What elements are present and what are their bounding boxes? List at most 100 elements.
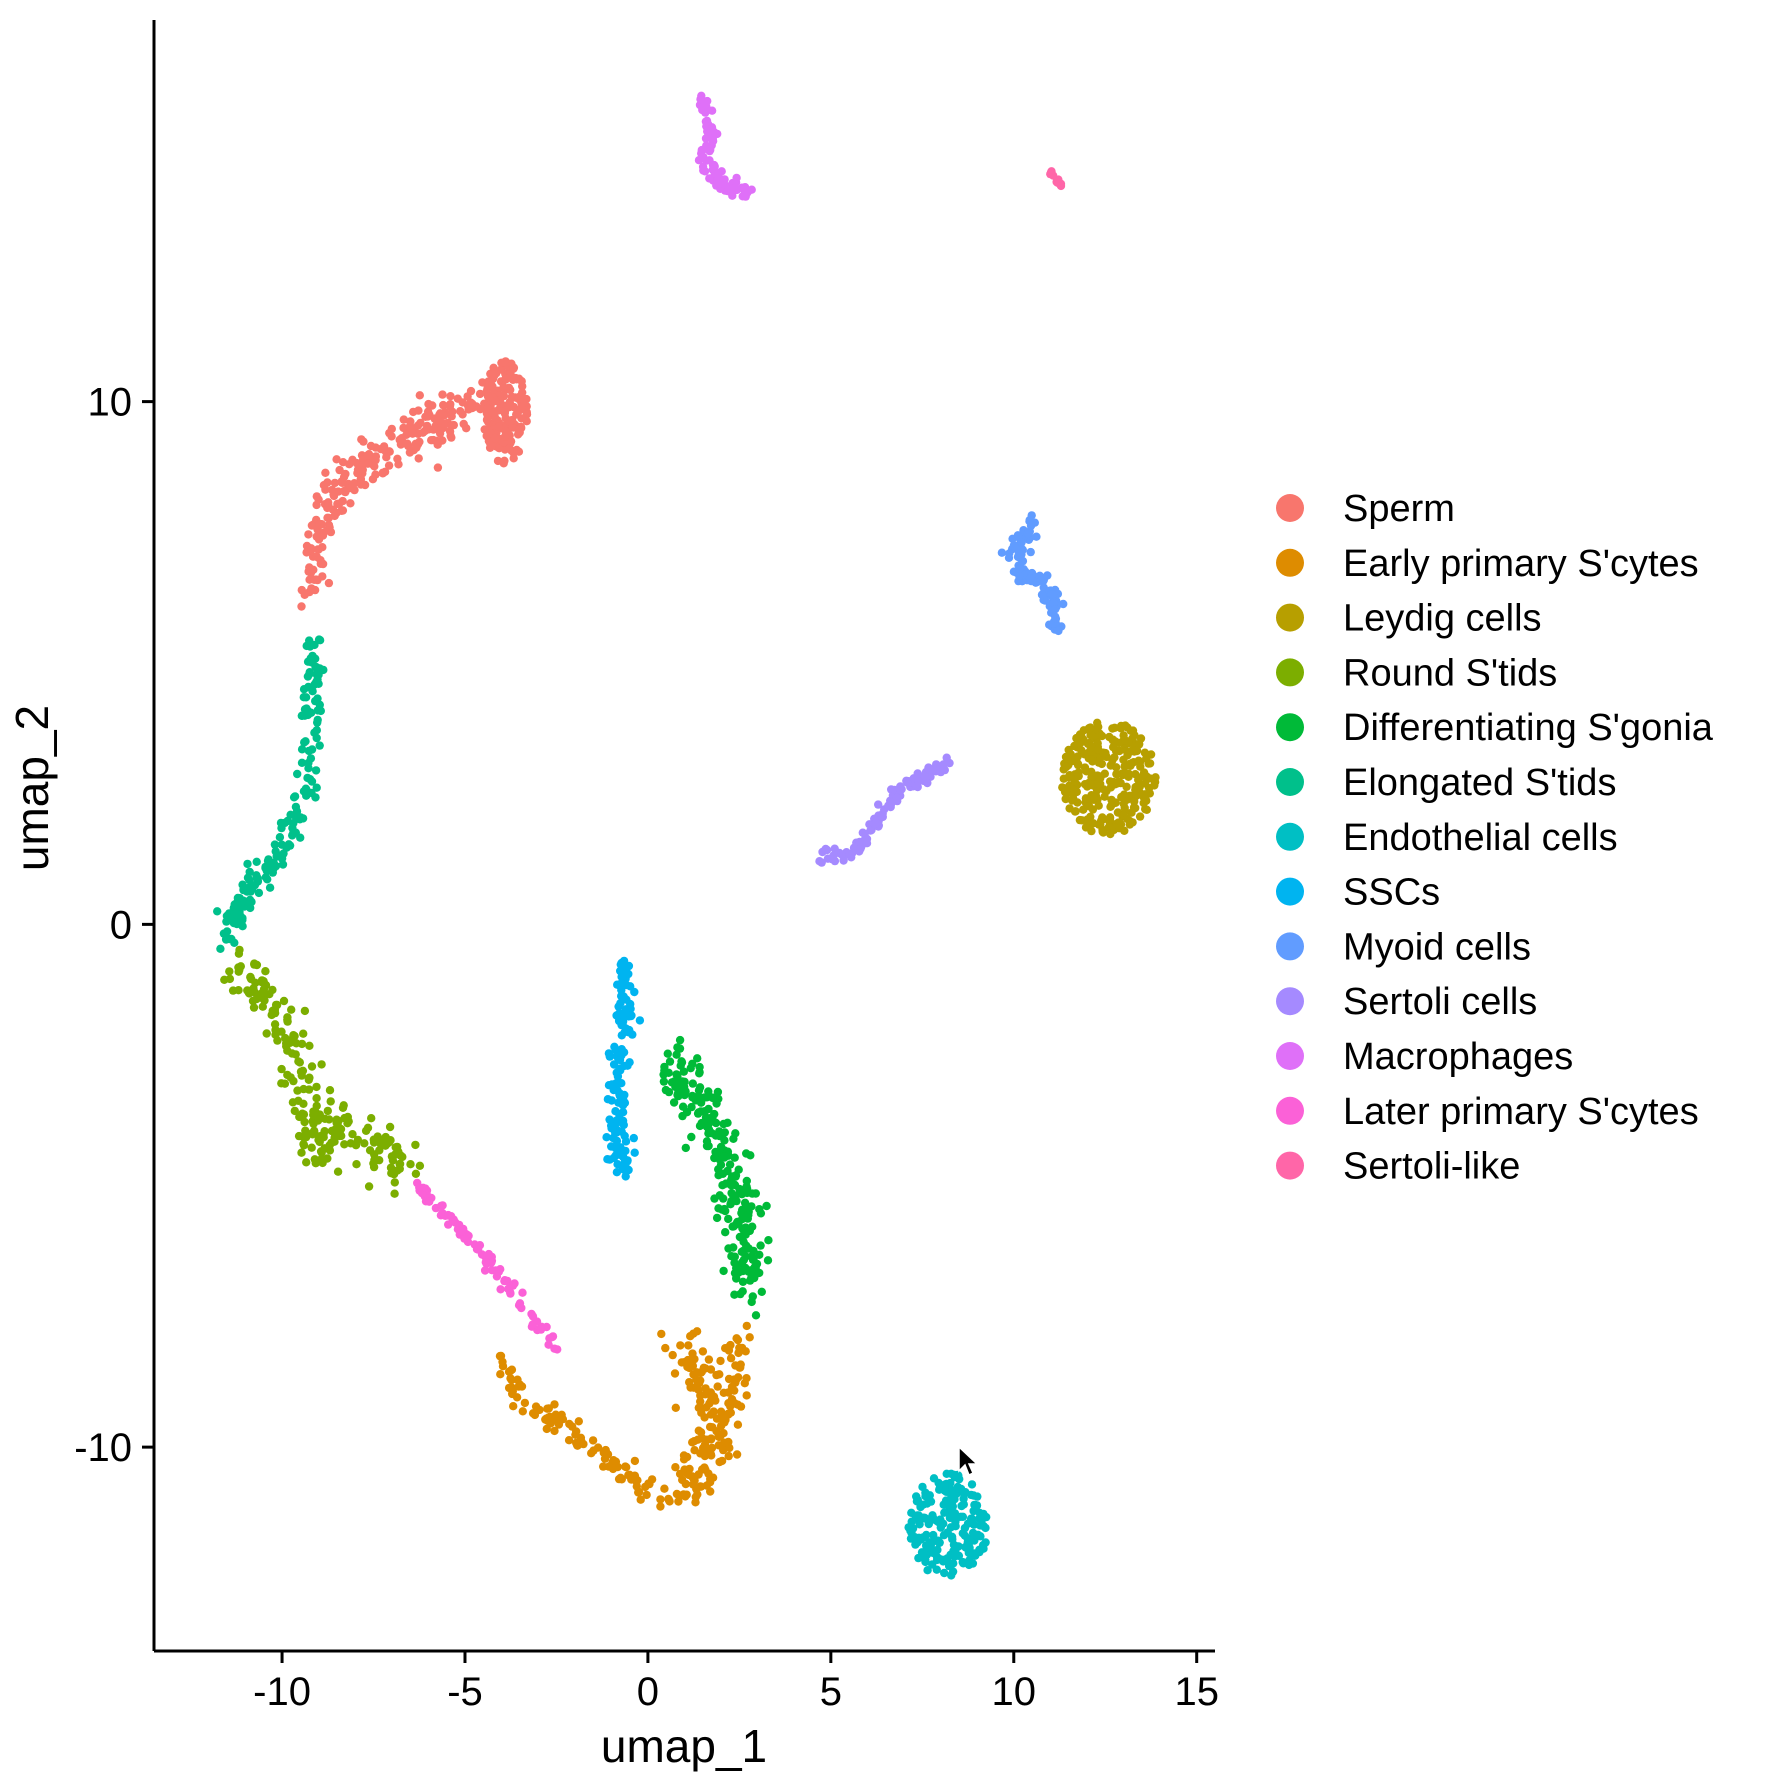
data-point	[1112, 763, 1121, 772]
data-point	[690, 1437, 699, 1446]
data-point	[276, 818, 286, 828]
data-point	[1086, 723, 1095, 732]
data-point	[295, 1058, 304, 1067]
data-point	[717, 1411, 726, 1420]
data-point	[914, 777, 923, 786]
data-point	[673, 1072, 682, 1081]
data-point	[683, 1355, 693, 1365]
series-later-primary-s-cytes	[413, 1178, 562, 1354]
data-point	[307, 658, 316, 667]
data-point	[429, 425, 438, 434]
data-point	[316, 559, 325, 568]
data-point	[736, 1363, 745, 1372]
data-point	[719, 1266, 728, 1276]
data-point	[948, 1511, 958, 1521]
data-point	[626, 982, 635, 991]
data-point	[1074, 761, 1083, 770]
data-point	[705, 1399, 714, 1408]
data-point	[297, 1071, 306, 1080]
legend-item: Elongated S'tids	[1276, 762, 1616, 804]
data-point	[1037, 590, 1047, 599]
data-point	[872, 819, 881, 828]
data-point	[262, 1029, 271, 1038]
data-point	[588, 1436, 598, 1445]
data-point	[706, 1410, 716, 1419]
data-point	[322, 526, 331, 535]
data-point	[251, 978, 260, 987]
data-point	[515, 428, 524, 437]
data-point	[730, 1290, 739, 1299]
data-point	[313, 1116, 323, 1125]
data-point	[277, 1064, 286, 1074]
data-point	[730, 1386, 739, 1395]
data-point	[221, 935, 231, 944]
data-point	[296, 813, 305, 822]
data-point	[373, 1132, 382, 1141]
data-point	[311, 793, 320, 802]
data-point	[337, 477, 347, 486]
data-point	[254, 888, 264, 898]
data-point	[629, 1133, 638, 1143]
data-point	[718, 1205, 727, 1214]
data-point	[311, 766, 321, 775]
data-point	[752, 1259, 762, 1269]
data-point	[708, 134, 717, 143]
data-point	[330, 1132, 340, 1142]
data-point	[287, 1049, 297, 1058]
data-point	[453, 394, 462, 403]
data-point	[415, 391, 424, 400]
data-point	[922, 1499, 932, 1508]
data-point	[702, 122, 711, 131]
data-point	[617, 979, 626, 988]
data-point	[679, 1451, 689, 1460]
y-axis-title: umap_2	[6, 705, 58, 871]
data-point	[338, 496, 347, 506]
data-point	[1130, 797, 1139, 806]
data-point	[616, 1150, 625, 1160]
data-point	[550, 1344, 559, 1353]
data-point	[913, 769, 922, 778]
data-point	[1027, 511, 1036, 520]
data-point	[1062, 762, 1071, 772]
data-point	[620, 1061, 629, 1071]
data-point	[390, 1178, 399, 1187]
data-point	[459, 419, 468, 429]
data-point	[712, 1213, 722, 1223]
data-point	[737, 1247, 746, 1257]
data-point	[291, 802, 301, 812]
data-point	[304, 764, 313, 773]
data-point	[494, 422, 503, 431]
data-point	[656, 1495, 665, 1504]
data-point	[681, 1143, 690, 1153]
data-point	[487, 381, 496, 390]
data-point	[572, 1440, 582, 1449]
data-point	[702, 1141, 712, 1151]
data-point	[742, 1391, 751, 1400]
legend-swatch	[1276, 768, 1304, 796]
cursor-pointer-icon	[958, 1445, 979, 1477]
data-point	[715, 1370, 724, 1379]
data-point	[496, 1351, 506, 1361]
data-point	[299, 693, 308, 702]
legend-swatch	[1276, 932, 1304, 961]
data-point	[256, 989, 266, 998]
data-point	[388, 1156, 398, 1165]
data-point	[1089, 793, 1099, 803]
data-point	[622, 1463, 631, 1472]
data-point	[277, 1079, 286, 1088]
data-point	[620, 1098, 630, 1108]
data-point	[368, 475, 378, 484]
series-round-s-tids	[220, 945, 425, 1198]
data-point	[1087, 731, 1097, 741]
data-point	[678, 1111, 687, 1121]
data-point	[695, 1062, 704, 1072]
points-layer	[213, 91, 1160, 1580]
x-axis-ticks: -10 -5 0 5 10 15	[253, 1651, 1219, 1714]
data-point	[968, 1559, 978, 1568]
data-point	[732, 1450, 742, 1459]
data-point	[951, 1545, 960, 1554]
data-point	[702, 1122, 712, 1131]
data-point	[235, 945, 244, 955]
data-point	[675, 1035, 685, 1045]
data-point	[1140, 770, 1149, 779]
